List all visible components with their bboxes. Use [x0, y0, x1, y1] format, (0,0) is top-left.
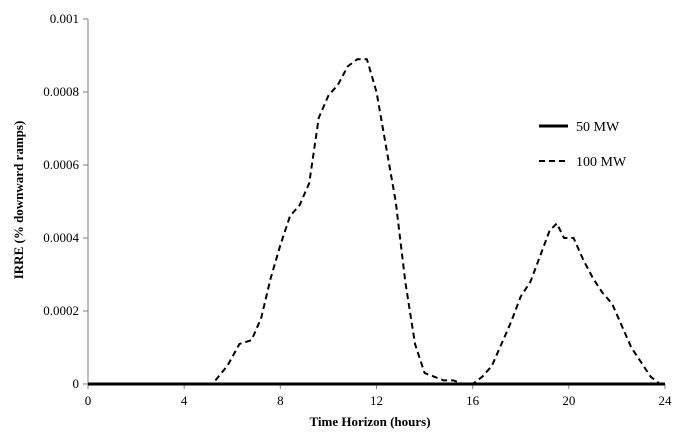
- y-axis-title: IRRE (% downward ramps): [11, 121, 26, 280]
- series-line-100-mw: [214, 58, 661, 385]
- x-tick-label: 20: [562, 393, 575, 408]
- x-tick-label: 8: [277, 393, 284, 408]
- x-tick-label: 24: [659, 393, 673, 408]
- y-tick-label: 0.0002: [43, 303, 79, 318]
- x-tick-label: 16: [466, 393, 480, 408]
- x-tick-label: 4: [181, 393, 188, 408]
- y-tick-label: 0.0006: [43, 157, 79, 172]
- axes: 0 4 8 12 16 20 24 0 0.0002 0.0004 0.0006 0.0008 0.00…: [43, 11, 672, 408]
- x-tick-label: 0: [85, 393, 92, 408]
- x-tick-label: 12: [370, 393, 383, 408]
- y-tick-label: 0.001: [50, 11, 79, 26]
- y-tick-label: 0: [73, 376, 80, 391]
- legend: 50 MW 100 MW: [539, 120, 627, 170]
- series-layer: [88, 58, 665, 386]
- legend-label: 100 MW: [576, 155, 627, 170]
- y-tick-label: 0.0008: [43, 84, 79, 99]
- y-tick-label: 0.0004: [43, 230, 79, 245]
- legend-label: 50 MW: [576, 120, 620, 135]
- x-axis-title: Time Horizon (hours): [309, 414, 430, 429]
